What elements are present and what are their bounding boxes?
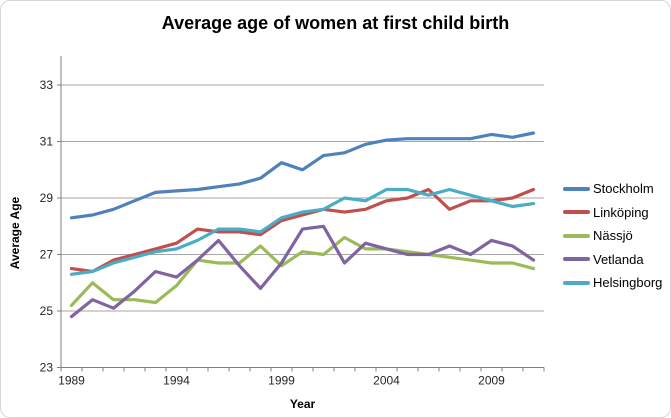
series-line-nässjö [69,235,536,307]
x-tick-label: 1994 [163,374,190,388]
legend-item: Nässjö [563,224,662,248]
x-tick-label: 1999 [268,374,295,388]
x-tick-label: 2004 [373,374,400,388]
legend-label: Linköping [593,204,649,220]
legend-item: Stockholm [563,177,662,201]
legend-swatch-stockholm [563,186,590,191]
x-tick-label: 1989 [58,374,85,388]
legend-label: Nässjö [593,228,633,244]
legend-label: Stockholm [593,181,654,197]
legend: Stockholm Linköping Nässjö Vetlanda Helsingb… [563,177,662,295]
y-tick-label: 29 [40,191,54,205]
series-line-stockholm [69,131,536,220]
y-tick-label: 25 [40,304,54,318]
legend-label: Vetlanda [593,251,644,267]
legend-item: Helsingborg [563,271,662,295]
legend-swatch-vetlanda [563,257,590,262]
legend-item: Vetlanda [563,248,662,272]
y-tick-label: 31 [40,135,54,149]
series-line-linköping [69,187,536,274]
x-axis-title: Year [289,397,316,411]
legend-item: Linköping [563,201,662,225]
legend-swatch-nässjö [563,233,590,238]
x-tick-label: 2009 [478,374,505,388]
legend-label: Helsingborg [593,275,663,291]
series-line-helsingborg [69,187,536,276]
y-axis-title: Average Age [8,196,22,270]
series-line-vetlanda [69,224,536,319]
y-tick-label: 33 [40,78,54,92]
legend-swatch-linköping [563,210,590,215]
legend-swatch-helsingborg [563,280,590,285]
chart-title: Average age of women at first child birt… [161,13,510,33]
y-tick-label: 23 [40,361,54,375]
y-tick-label: 27 [40,248,54,262]
